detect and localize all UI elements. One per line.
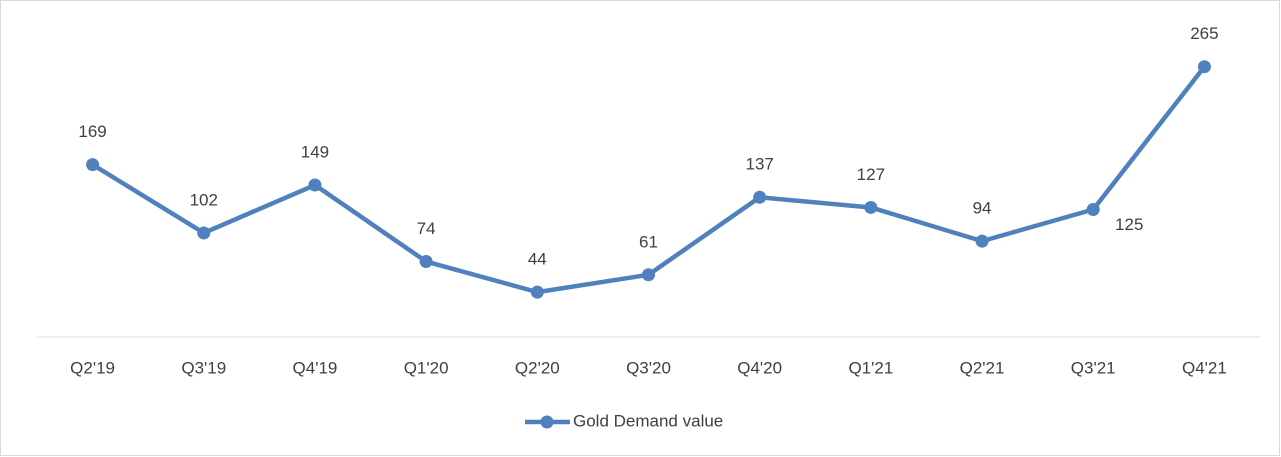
data-label: 265 <box>1190 24 1218 43</box>
data-point <box>1086 203 1100 216</box>
data-point <box>642 268 655 282</box>
x-tick-label: Q3'19 <box>181 358 226 377</box>
data-label: 74 <box>417 219 436 238</box>
data-point <box>975 234 989 248</box>
data-label: 94 <box>973 199 992 218</box>
data-point <box>419 255 433 269</box>
x-tick-label: Q2'21 <box>960 358 1005 377</box>
data-point <box>1197 60 1211 74</box>
data-label: 149 <box>301 143 329 162</box>
x-tick-label: Q4'20 <box>737 358 782 377</box>
data-label: 127 <box>857 165 885 184</box>
data-point <box>530 285 544 299</box>
x-tick-label: Q2'19 <box>70 358 115 377</box>
data-point <box>753 190 767 204</box>
x-tick-label: Q4'19 <box>293 358 338 377</box>
data-point <box>86 158 100 172</box>
data-label: 61 <box>639 232 658 251</box>
data-point <box>197 226 211 240</box>
x-tick-label: Q4'21 <box>1182 358 1227 377</box>
data-label: 137 <box>745 155 773 174</box>
x-tick-label: Q2'20 <box>515 358 560 377</box>
data-label: 44 <box>528 250 547 269</box>
x-tick-label: Q1'21 <box>848 358 893 377</box>
legend-label: Gold Demand value <box>573 411 723 430</box>
data-point <box>864 200 878 214</box>
data-label: 125 <box>1115 215 1143 234</box>
data-point <box>308 178 322 192</box>
x-tick-label: Q1'20 <box>404 358 449 377</box>
x-tick-label: Q3'20 <box>626 358 671 377</box>
x-tick-label: Q3'21 <box>1071 358 1116 377</box>
legend-marker <box>540 415 554 429</box>
data-label: 169 <box>78 122 106 141</box>
data-label: 102 <box>190 190 218 209</box>
